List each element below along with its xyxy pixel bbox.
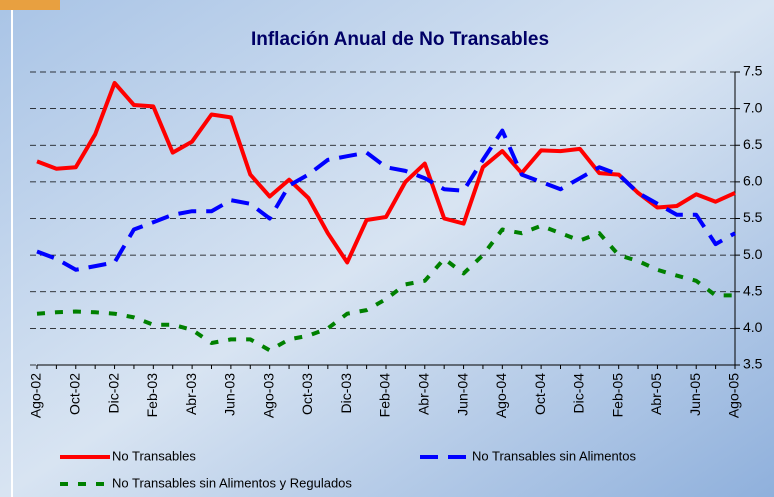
x-tick-label: Dic-03 [338,373,354,414]
x-tick-label: Dic-04 [571,373,587,414]
legend-label: No Transables [112,448,196,463]
legend-label: No Transables sin Alimentos [472,448,637,463]
y-tick-label: 5.0 [743,246,763,262]
x-tick-label: Abr-05 [648,373,664,415]
y-tick-label: 3.5 [743,356,763,372]
page: {"chart_data":{"type":"line","title":"In… [0,0,774,497]
y-tick-label: 6.0 [743,173,763,189]
x-tick-label: Feb-05 [609,373,625,418]
y-tick-label: 4.5 [743,282,763,298]
x-tick-label: Oct-04 [532,373,548,415]
x-tick-label: Oct-02 [66,373,82,415]
x-tick-label: Feb-03 [144,373,160,418]
x-tick-label: Oct-03 [299,373,315,415]
y-tick-label: 7.5 [743,63,763,79]
x-tick-label: Abr-03 [183,373,199,415]
x-tick-label: Jun-05 [687,373,703,416]
y-tick-label: 7.0 [743,99,763,115]
chart-title: Inflación Anual de No Transables [251,29,549,50]
x-tick-label: Jun-03 [222,373,238,416]
legend-label: No Transables sin Alimentos y Regulados [112,475,352,490]
chart: Inflación Anual de No Transables 3.5 4.0 4… [0,0,774,497]
background [0,0,774,497]
x-tick-label: Feb-04 [377,373,393,418]
x-tick-label: Jun-04 [454,373,470,416]
x-tick-label: Abr-04 [415,373,431,415]
x-tick-label: Ago-02 [28,373,44,418]
y-tick-label: 6.5 [743,136,763,152]
y-tick-label: 4.0 [743,319,763,335]
x-tick-label: Ago-04 [493,373,509,418]
x-tick-label: Ago-03 [260,373,276,418]
corner-decoration [0,0,60,10]
y-tick-label: 5.5 [743,209,763,225]
x-tick-label: Ago-05 [726,373,742,418]
x-tick-label: Dic-02 [105,373,121,414]
